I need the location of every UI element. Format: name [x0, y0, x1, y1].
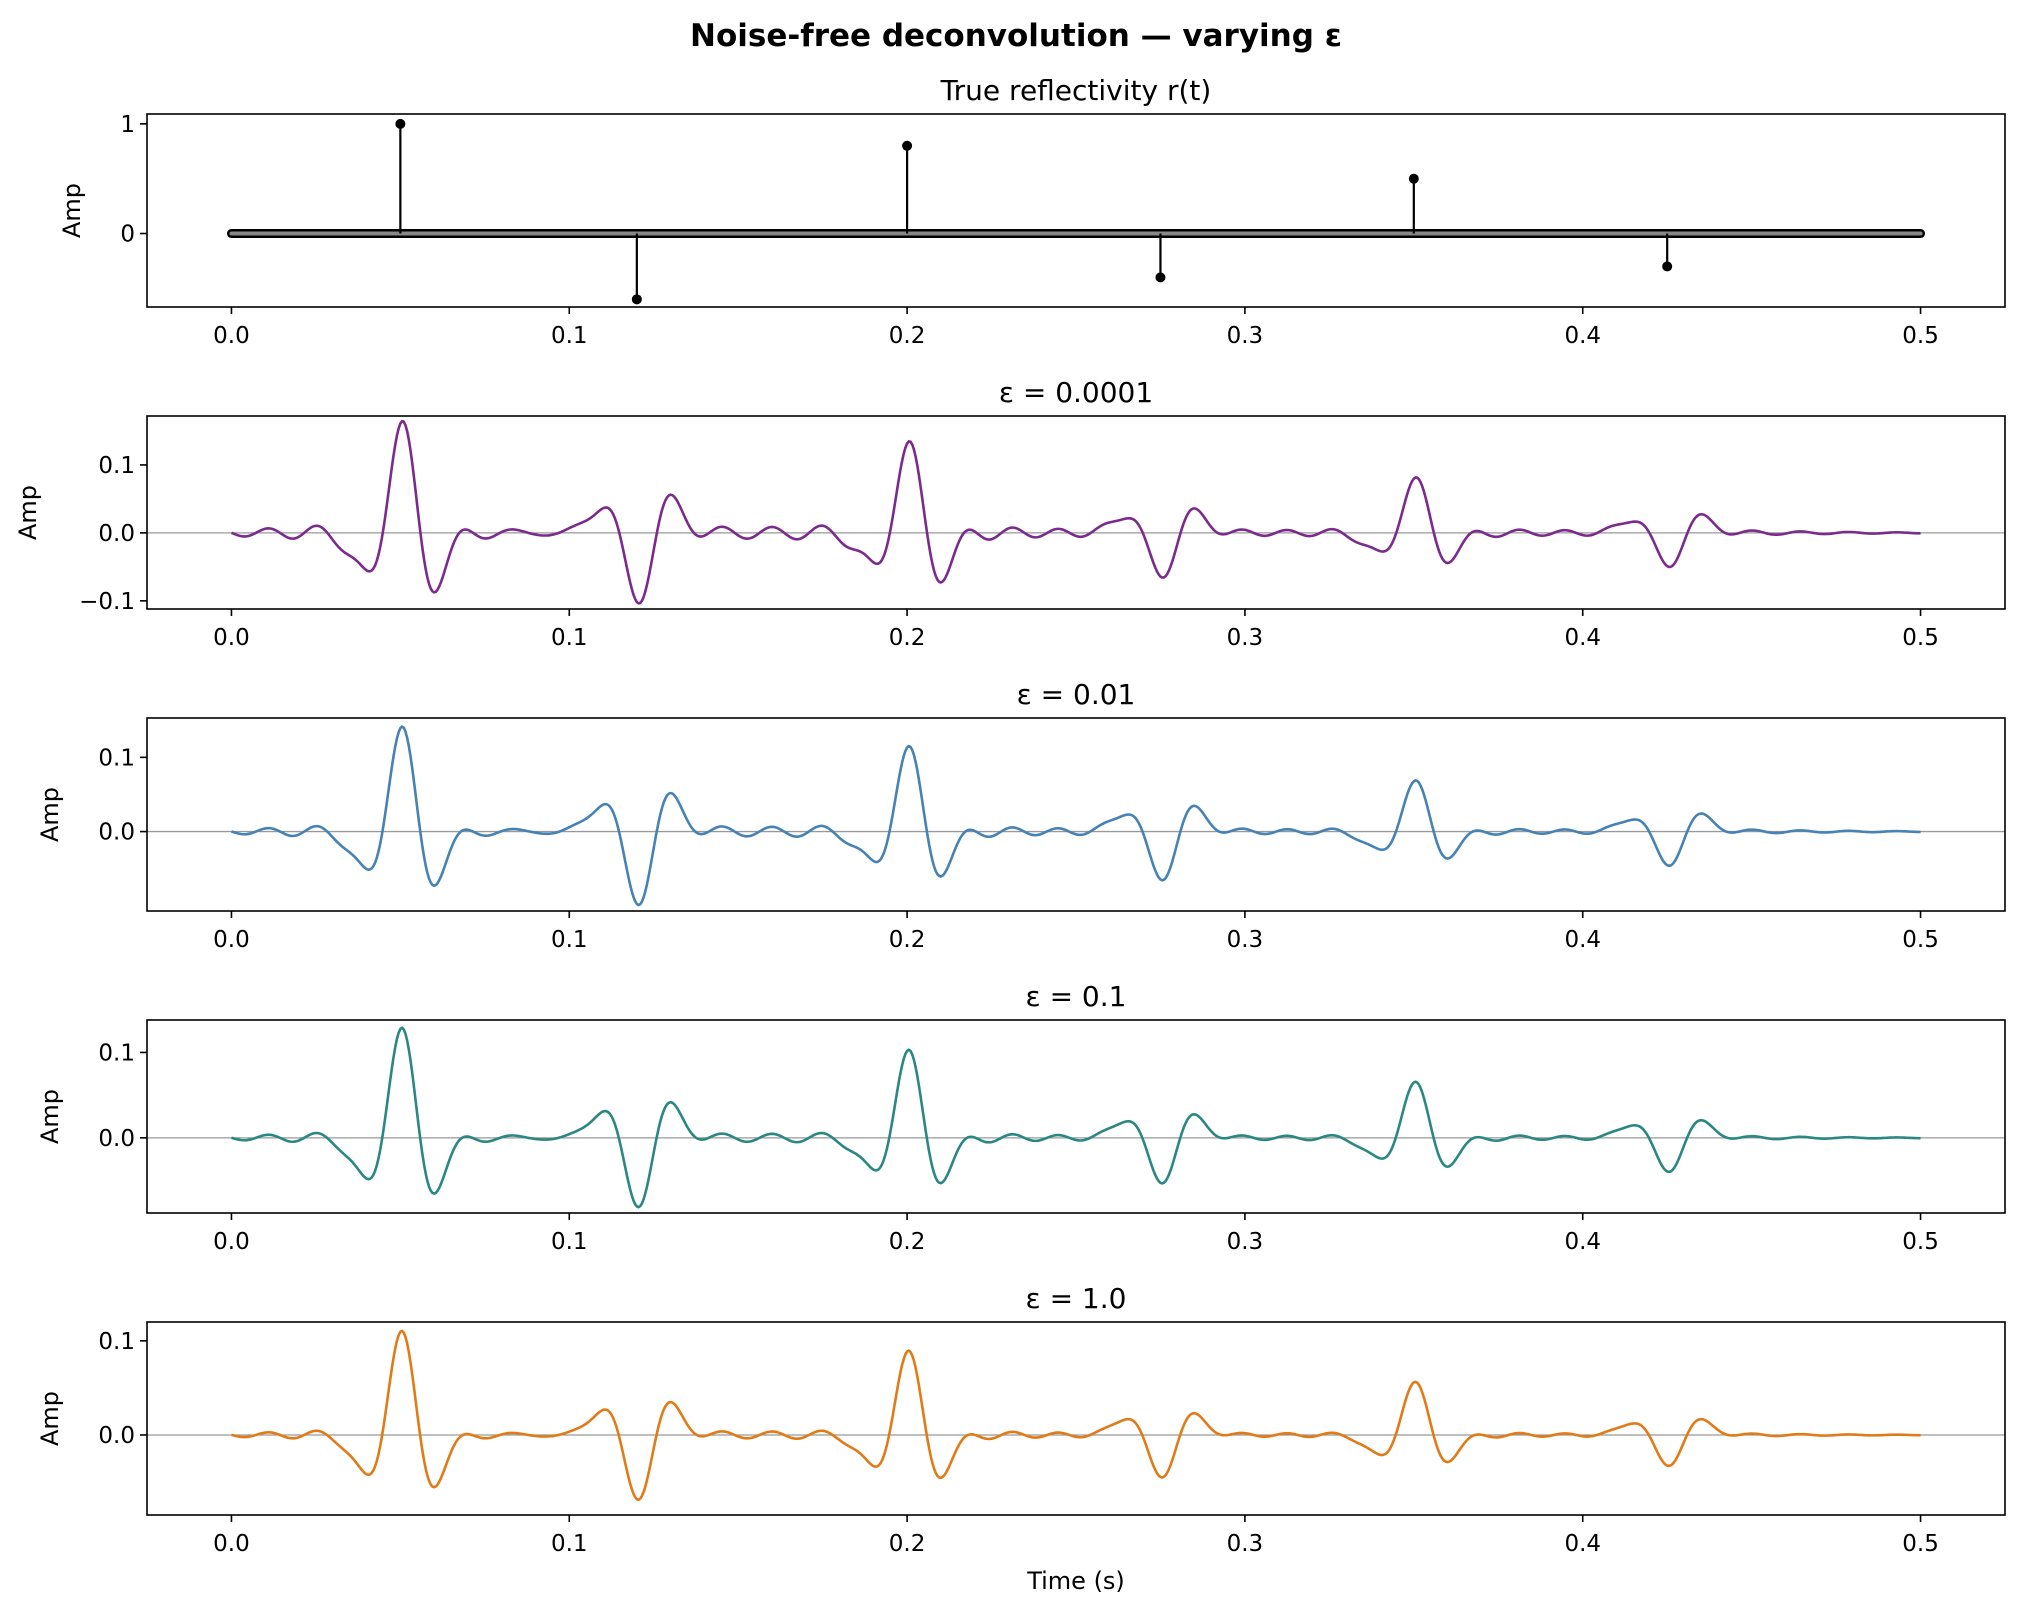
x-tick-label: 0.4 — [1564, 1229, 1601, 1255]
y-tick-label: 0.0 — [98, 820, 135, 846]
y-tick-label: 0 — [120, 222, 135, 248]
x-tick-label: 0.1 — [551, 1229, 588, 1255]
x-tick-label: 0.0 — [213, 927, 250, 953]
x-tick-label: 0.2 — [889, 927, 926, 953]
x-tick-label: 0.4 — [1564, 1531, 1601, 1557]
y-tick-label: 0.0 — [98, 1126, 135, 1152]
panel-1: ε = 0.0001 Amp 0.0 0.1 0.2 0.3 0.4 0.5 0.1 0.0 −0.… — [14, 376, 2006, 651]
y-tick-label: 0.1 — [98, 1329, 135, 1355]
panel-title: True reflectivity r(t) — [940, 74, 1212, 107]
stem-marker — [1408, 173, 1419, 184]
x-tick-label: 0.5 — [1902, 1531, 1939, 1557]
x-tick-label: 0.0 — [213, 323, 250, 349]
x-tick-label: 0.1 — [551, 927, 588, 953]
x-tick-label: 0.2 — [889, 1229, 926, 1255]
y-tick-label: 0.1 — [98, 1040, 135, 1066]
x-tick-label: 0.3 — [1227, 1531, 1264, 1557]
panel-3: ε = 0.1 Amp 0.0 0.1 0.2 0.3 0.4 0.5 0.1 0.0 — [36, 980, 2006, 1255]
y-tick-label: 0.1 — [98, 745, 135, 771]
x-tick-label: 0.1 — [551, 625, 588, 651]
stem-marker — [1155, 272, 1166, 283]
y-tick-label: −0.1 — [79, 589, 135, 615]
x-tick-label: 0.0 — [213, 1229, 250, 1255]
x-axis-label: Time (s) — [1026, 1567, 1125, 1595]
y-tick-label: 0.1 — [98, 453, 135, 479]
panel-title: ε = 0.0001 — [999, 376, 1153, 409]
axes-frame — [146, 1321, 2006, 1516]
x-tick-label: 0.1 — [551, 323, 588, 349]
series-line — [231, 725, 1921, 907]
y-axis-label: Amp — [36, 1391, 64, 1446]
panel-0: True reflectivity r(t) Amp 0.0 0.1 0.2 0.3 0.4… — [58, 74, 2006, 349]
y-axis-label: Amp — [36, 787, 64, 842]
panel-title: ε = 1.0 — [1026, 1282, 1127, 1315]
panel-title: ε = 0.01 — [1017, 678, 1136, 711]
stem-marker — [1662, 261, 1673, 272]
x-tick-label: 0.4 — [1564, 927, 1601, 953]
y-tick-label: 0.0 — [98, 1423, 135, 1449]
stem-marker — [631, 294, 642, 305]
axes-frame — [146, 1019, 2006, 1214]
stem-marker — [902, 140, 913, 151]
x-tick-label: 0.2 — [889, 1531, 926, 1557]
panel-2: ε = 0.01 Amp 0.0 0.1 0.2 0.3 0.4 0.5 0.1 0.0 — [36, 678, 2006, 953]
x-tick-label: 0.0 — [213, 1531, 250, 1557]
x-tick-label: 0.3 — [1227, 323, 1264, 349]
stem-marker — [395, 118, 406, 129]
x-tick-label: 0.5 — [1902, 1229, 1939, 1255]
y-axis-label: Amp — [36, 1089, 64, 1144]
x-tick-label: 0.5 — [1902, 625, 1939, 651]
x-tick-label: 0.3 — [1227, 1229, 1264, 1255]
x-tick-label: 0.1 — [551, 1531, 588, 1557]
x-tick-label: 0.3 — [1227, 927, 1264, 953]
x-tick-label: 0.2 — [889, 625, 926, 651]
axes-frame — [146, 415, 2006, 610]
x-tick-label: 0.3 — [1227, 625, 1264, 651]
series-line — [231, 1026, 1921, 1209]
y-axis-label: Amp — [14, 485, 42, 540]
figure-suptitle: Noise-free deconvolution — varying ε — [690, 18, 1342, 54]
axes-frame — [146, 113, 2006, 308]
series-line — [231, 1329, 1921, 1502]
panel-4: ε = 1.0 Amp 0.0 0.1 0.2 0.3 0.4 0.5 0.1 0.0 Time (… — [36, 1282, 2006, 1595]
panel-title: ε = 0.1 — [1026, 980, 1127, 1013]
y-axis-label: Amp — [58, 183, 86, 238]
x-tick-label: 0.5 — [1902, 323, 1939, 349]
x-tick-label: 0.5 — [1902, 927, 1939, 953]
axes-frame — [146, 717, 2006, 912]
x-tick-label: 0.4 — [1564, 625, 1601, 651]
x-tick-label: 0.0 — [213, 625, 250, 651]
y-tick-label: 1 — [120, 112, 135, 138]
series-line — [230, 419, 1921, 605]
x-tick-label: 0.4 — [1564, 323, 1601, 349]
x-tick-label: 0.2 — [889, 323, 926, 349]
y-tick-label: 0.0 — [98, 521, 135, 547]
